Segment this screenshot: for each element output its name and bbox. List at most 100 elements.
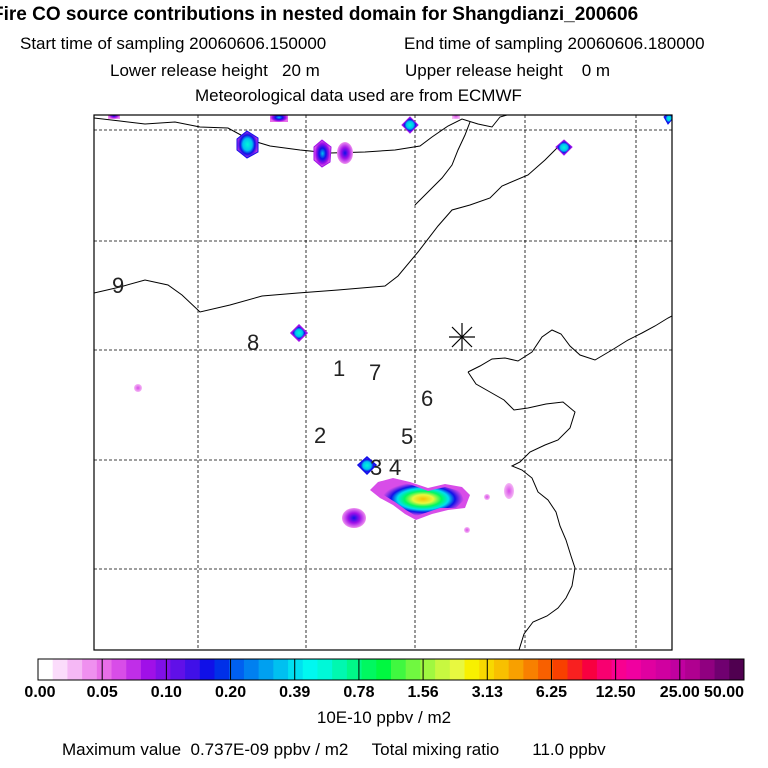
- colorbar-swatch: [435, 659, 451, 680]
- lower-label: Lower release height: [110, 61, 268, 80]
- colorbar-swatch: [405, 659, 421, 680]
- colorbar-swatch: [685, 659, 701, 680]
- coastline-south: [467, 371, 576, 650]
- map-layers: [94, 115, 672, 650]
- colorbar-swatch: [96, 659, 113, 680]
- colorbar-swatch: [140, 659, 157, 680]
- hotspot-s1: [382, 482, 464, 516]
- hotspot-s4: [504, 483, 514, 499]
- colorbar-swatch: [273, 659, 289, 680]
- colorbar-swatch: [258, 659, 274, 680]
- chart-title: Fire CO source contributions in nested d…: [0, 4, 639, 25]
- hotspot-mid: [289, 323, 309, 343]
- colorbar-tick-label: 50.00: [703, 684, 745, 701]
- colorbar-tick-label: 0.39: [279, 684, 311, 701]
- hotspot-n9: [663, 115, 672, 125]
- colorbar-swatch: [596, 659, 613, 680]
- colorbar-swatch: [508, 659, 524, 680]
- colorbar-swatch: [243, 659, 260, 680]
- gridlines: [94, 115, 672, 650]
- colorbar-swatch: [464, 659, 480, 680]
- colorbar-swatch: [420, 659, 436, 680]
- upper-value: 0 m: [581, 61, 611, 80]
- colorbar-swatch: [155, 659, 171, 680]
- map-label-8: 8: [247, 330, 259, 355]
- end-value: 20060606.180000: [567, 34, 705, 53]
- colorbar-swatch: [126, 659, 142, 680]
- map-label-2: 2: [314, 423, 326, 448]
- numbered-labels: 1 2 3 4 5 6 7 8 9: [112, 273, 433, 480]
- colorbar-swatch: [611, 659, 627, 680]
- colorbar-swatch: [641, 659, 657, 680]
- hotspot-n8: [452, 115, 460, 119]
- map-label-9: 9: [112, 273, 124, 298]
- colorbar-swatch: [332, 659, 348, 680]
- hotspot-s2: [356, 455, 378, 476]
- hotspot-west: [134, 384, 142, 392]
- colorbar-tick-label: 6.25: [535, 684, 568, 701]
- map-label-6: 6: [421, 386, 433, 411]
- map-label-1: 1: [333, 356, 345, 381]
- hotspot-n4: [313, 139, 332, 168]
- colorbar-swatch: [288, 659, 304, 680]
- upper-label: Upper release height: [405, 61, 563, 80]
- max-value: 0.737E-09 ppbv / m2: [190, 740, 349, 759]
- upper-release-line: Upper release height 0 m: [405, 61, 610, 81]
- start-time-line: Start time of sampling 20060606.150000: [20, 34, 326, 54]
- colorbar-swatch: [391, 659, 407, 680]
- colorbar-swatch: [582, 659, 598, 680]
- colorbar-swatch: [67, 659, 83, 680]
- end-time-line: End time of sampling 20060606.180000: [404, 34, 705, 54]
- colorbar-swatch: [317, 659, 333, 680]
- colorbar-swatch: [376, 659, 392, 680]
- concentration-hotspots: [108, 115, 672, 533]
- colorbar-swatch: [82, 659, 98, 680]
- colorbar-swatch: [302, 659, 318, 680]
- map-label-7: 7: [369, 360, 381, 385]
- colorbar-tick-label: 0.20: [214, 684, 247, 701]
- colorbar-swatch: [670, 659, 686, 680]
- boundary-lines: [94, 115, 672, 650]
- colorbar-swatch: [346, 659, 363, 680]
- colorbar-swatch: [699, 659, 716, 680]
- colorbar-tick-label: 25.00: [659, 684, 700, 701]
- hotspot-n6: [401, 116, 419, 134]
- map-label-3: 3: [370, 455, 382, 480]
- colorbar: [37, 658, 745, 681]
- province-border-2: [414, 121, 471, 206]
- colorbar-swatch: [493, 659, 510, 680]
- colorbar-swatch: [185, 659, 201, 680]
- hotspot-n3: [270, 115, 288, 122]
- colorbar-swatch: [449, 659, 466, 680]
- total-label: Total mixing ratio: [371, 740, 500, 759]
- colorbar-tick-label: 1.56: [407, 684, 439, 701]
- hotspot-s6: [464, 527, 470, 533]
- receptor-asterisk-icon: [449, 323, 475, 351]
- hotspot-n7: [555, 139, 573, 156]
- total-value: 11.0 ppbv: [532, 740, 606, 759]
- hotspot-s3: [342, 508, 366, 528]
- colorbar-swatch: [214, 659, 230, 680]
- colorbar-swatch: [38, 659, 54, 680]
- colorbar-tick-label: 3.13: [471, 684, 503, 701]
- colorbar-swatch: [538, 659, 554, 680]
- colorbar-units: 10E-10 ppbv / m2: [316, 708, 452, 727]
- start-value: 20060606.150000: [189, 34, 327, 53]
- colorbar-swatch: [170, 659, 186, 680]
- met-data-line: Meteorological data used are from ECMWF: [195, 86, 522, 105]
- colorbar-tick-label: 0.10: [150, 684, 182, 701]
- start-label: Start time of sampling: [20, 34, 185, 53]
- colorbar-swatch: [714, 659, 730, 680]
- hotspot-n1: [108, 115, 120, 119]
- hotspot-n2: [236, 130, 259, 159]
- colorbar-swatch: [199, 659, 215, 680]
- hotspot-n5: [337, 142, 353, 164]
- map-label-4: 4: [389, 455, 401, 480]
- colorbar-tick-label: 0.78: [343, 684, 375, 701]
- north-border: [94, 115, 508, 154]
- plot-frame: [93, 114, 673, 651]
- coastline: [467, 315, 672, 373]
- lower-release-line: Lower release height 20 m: [110, 61, 320, 81]
- map-label-5: 5: [401, 424, 413, 449]
